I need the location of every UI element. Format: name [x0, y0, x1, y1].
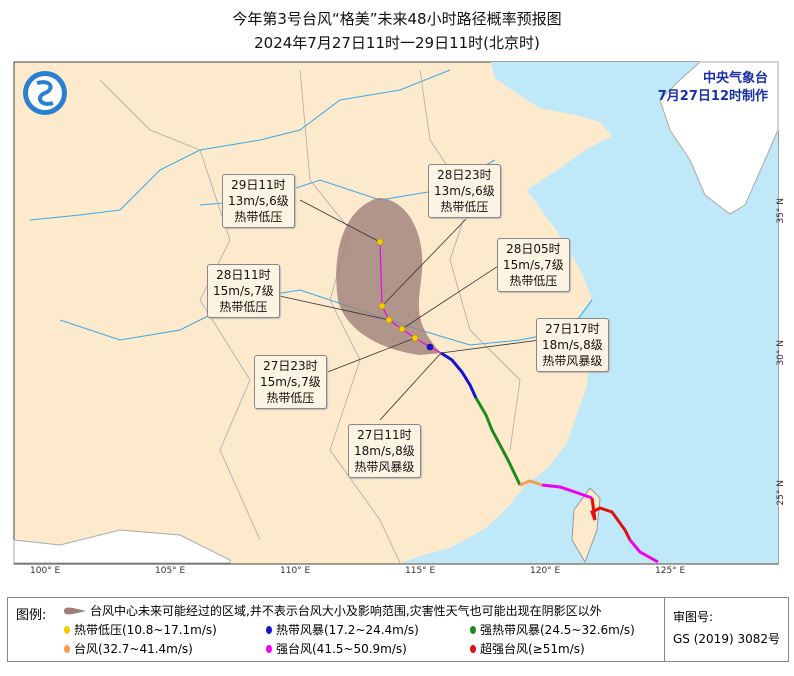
agency-stamp: 中央气象台 7月27日12时制作	[658, 70, 768, 106]
cone-swatch-icon	[64, 607, 86, 614]
past-track-super-typhoon	[590, 497, 632, 541]
past-track-severe-typhoon	[541, 483, 593, 500]
forecast-label: 27日11时 18m/s,8级 热带风暴级	[348, 424, 421, 478]
legend: 图例: 台风中心未来可能经过的区域,并不表示台风大小及影响范围,灾害性天气也可能…	[7, 597, 789, 662]
lon-tick: 125° E	[655, 566, 686, 576]
forecast-label: 28日05时 15m/s,7级 热带低压	[497, 238, 570, 292]
past-track-typhoon	[519, 479, 543, 487]
forecast-label: 27日23时 15m/s,7级 热带低压	[254, 355, 327, 409]
lat-tick: 35° N	[776, 198, 786, 224]
forecast-label: 29日11时 13m/s,6级 热带低压	[222, 174, 295, 228]
map-title: 今年第3号台风“格美”未来48小时路径概率预报图	[232, 10, 562, 28]
red-dot-icon	[470, 644, 476, 653]
magenta-dot-icon	[266, 644, 272, 653]
lat-tick: 25° N	[776, 480, 786, 506]
forecast-label: 28日23时 13m/s,6级 热带低压	[428, 164, 501, 218]
map-subtitle: 2024年7月27日11时一29日11时(北京时)	[254, 34, 540, 52]
legend-item: 强热带风暴(24.5~32.6m/s)	[470, 621, 635, 638]
lon-tick: 100° E	[30, 566, 61, 576]
lon-tick: 120° E	[530, 566, 561, 576]
foreign-land-southwest	[13, 529, 231, 564]
point-28d23h	[378, 302, 386, 310]
sea	[400, 62, 778, 563]
blue-dot-icon	[266, 625, 272, 634]
legend-cone: 台风中心未来可能经过的区域,并不表示台风大小及影响范围,灾害性天气也可能出现在阴…	[64, 602, 602, 619]
past-track-severe-typhoon-2	[628, 539, 659, 564]
korea-foreign-land	[659, 61, 779, 215]
legend-title: 图例:	[16, 608, 47, 623]
yellow-dot-icon	[64, 625, 70, 634]
forecast-points	[376, 238, 434, 351]
forecast-label: 27日17时 18m/s,8级 热带风暴级	[536, 318, 609, 372]
past-track-severe-tropical-storm	[474, 397, 522, 486]
label-leaders	[274, 199, 541, 421]
green-dot-icon	[470, 625, 476, 634]
point-27d17h	[426, 343, 434, 351]
legend-item: 台风(32.7~41.4m/s)	[64, 640, 193, 657]
legend-item: 热带风暴(17.2~24.4m/s)	[266, 621, 419, 638]
lon-tick: 105° E	[155, 566, 186, 576]
probability-cone	[336, 198, 441, 355]
legend-item: 强台风(41.5~50.9m/s)	[266, 640, 407, 657]
legend-item: 热带低压(10.8~17.1m/s)	[64, 621, 217, 638]
point-27d23h	[411, 334, 419, 342]
logo	[23, 71, 67, 115]
past-track	[440, 351, 659, 564]
legend-item: 超强台风(≥51m/s)	[470, 640, 585, 657]
lon-tick: 110° E	[280, 566, 311, 576]
map-review-number: 审图号: GS (2019) 3082号	[664, 598, 788, 661]
forecast-label: 28日11时 15m/s,7级 热带低压	[207, 264, 280, 318]
lon-tick: 115° E	[405, 566, 436, 576]
lat-tick: 30° N	[776, 340, 786, 366]
past-track-tropical-storm	[440, 351, 478, 399]
issue-time: 7月27日12时制作	[657, 89, 768, 104]
point-29d11h	[376, 238, 384, 246]
point-28d11h	[385, 316, 393, 324]
point-28d05h	[398, 325, 406, 333]
orange-dot-icon	[64, 644, 70, 653]
agency-name: 中央气象台	[702, 71, 768, 86]
